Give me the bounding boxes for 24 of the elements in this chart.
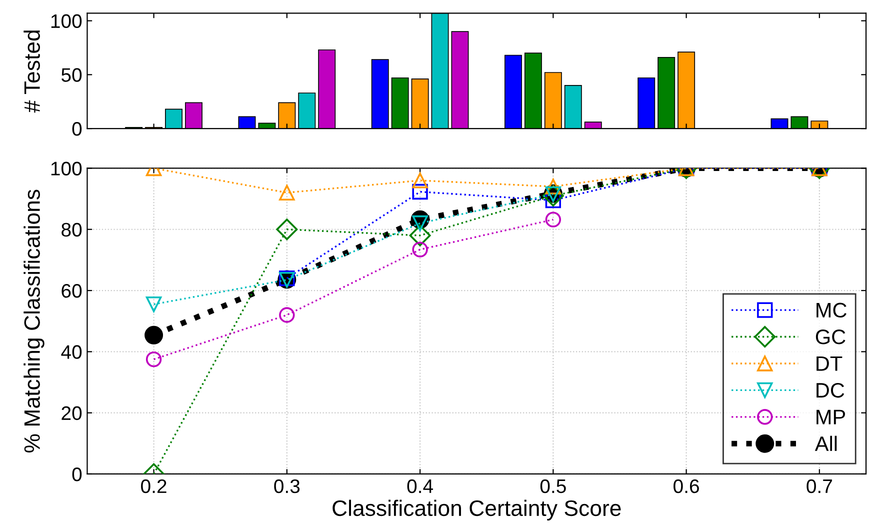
- y-tick-label: 80: [62, 222, 82, 237]
- x-tick-label: 0.2: [141, 479, 166, 494]
- y-tick-label: 40: [61, 345, 82, 359]
- legend-label: DT: [816, 356, 842, 371]
- legend-label: MC: [816, 302, 846, 318]
- y-tick-label: 0: [72, 467, 82, 482]
- x-axis-title: Classification Certainty Score: [332, 500, 621, 520]
- x-tick-label: 0.5: [540, 479, 566, 494]
- y-tick-label: 0: [72, 122, 82, 136]
- x-tick-label: 0.6: [674, 479, 699, 494]
- legend-label: DC: [816, 382, 844, 398]
- x-tick-label: 0.4: [407, 479, 433, 494]
- y-axis-title: % Matching Classifications: [24, 190, 44, 452]
- y-tick-label: 20: [62, 406, 82, 420]
- legend-label: GC: [816, 330, 846, 344]
- legend-label: MP: [816, 410, 846, 424]
- y-tick-label: 100: [51, 162, 82, 176]
- y-axis-title: # Tested: [24, 30, 40, 113]
- y-tick-label: 100: [51, 14, 82, 28]
- x-tick-label: 0.3: [274, 479, 300, 494]
- legend-label: All: [814, 436, 837, 451]
- y-tick-label: 60: [62, 284, 82, 298]
- y-tick-label: 50: [62, 68, 82, 82]
- x-tick-label: 0.7: [806, 479, 832, 494]
